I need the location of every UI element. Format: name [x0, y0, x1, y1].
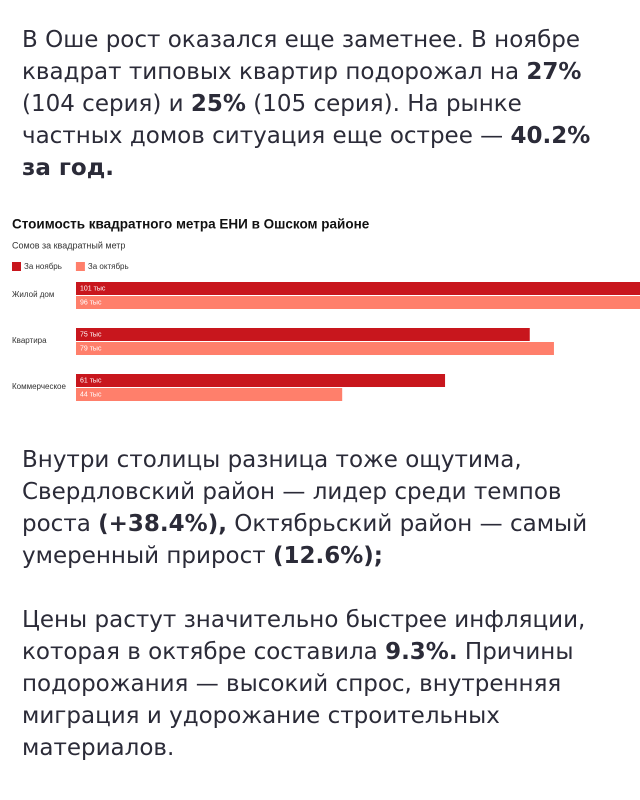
chart: Стоимость квадратного метра ЕНИ в Ошском…	[12, 217, 640, 401]
text: Октябрьский район — самый умеренный прир…	[22, 511, 588, 569]
bar	[76, 328, 530, 341]
legend-swatch	[12, 262, 21, 271]
bold-text: (+38.4%),	[98, 511, 227, 537]
chart-subtitle: Сомов за квадратный метр	[12, 240, 125, 250]
value-label: 61 тыс	[80, 377, 102, 384]
category-label: Коммерческое	[12, 382, 66, 391]
bold-text: 27%	[526, 59, 582, 85]
bar	[76, 374, 446, 387]
bold-text: 9.3%.	[385, 639, 458, 665]
text: Цены растут значительно быстрее инфляции…	[22, 607, 586, 665]
value-label: 96 тыс	[80, 299, 102, 306]
bar	[76, 282, 640, 295]
text: (104 серия) и	[22, 91, 191, 117]
value-label: 44 тыс	[80, 391, 102, 398]
chart-title: Стоимость квадратного метра ЕНИ в Ошском…	[12, 217, 370, 232]
paragraph: Внутри столицы разница тоже ощутима, Све…	[22, 444, 622, 572]
bold-text: (12.6%);	[272, 543, 383, 569]
category-label: Квартира	[12, 336, 47, 345]
paragraph: Цены растут значительно быстрее инфляции…	[22, 604, 622, 764]
value-label: 101 тыс	[80, 285, 106, 292]
bold-text: 40.2% за год.	[22, 123, 591, 181]
text: (105 серия). На рынке частных домов ситу…	[22, 91, 522, 149]
value-label: 75 тыс	[80, 331, 102, 338]
text: В Оше рост оказался еще заметнее. В нояб…	[22, 27, 581, 85]
bar	[76, 388, 343, 401]
legend-label: За октябрь	[88, 262, 129, 271]
legend-label: За ноябрь	[24, 262, 62, 271]
text: Внутри столицы разница тоже ощутима, Све…	[22, 447, 562, 537]
text: Причины подорожания — высокий спрос, вну…	[22, 639, 574, 761]
bold-text: 25%	[190, 91, 246, 117]
category-label: Жилой дом	[12, 290, 54, 299]
value-label: 79 тыс	[80, 345, 102, 352]
paragraph: В Оше рост оказался еще заметнее. В нояб…	[22, 24, 622, 184]
legend-swatch	[75, 262, 85, 271]
bar	[76, 342, 554, 355]
bar	[76, 296, 640, 309]
